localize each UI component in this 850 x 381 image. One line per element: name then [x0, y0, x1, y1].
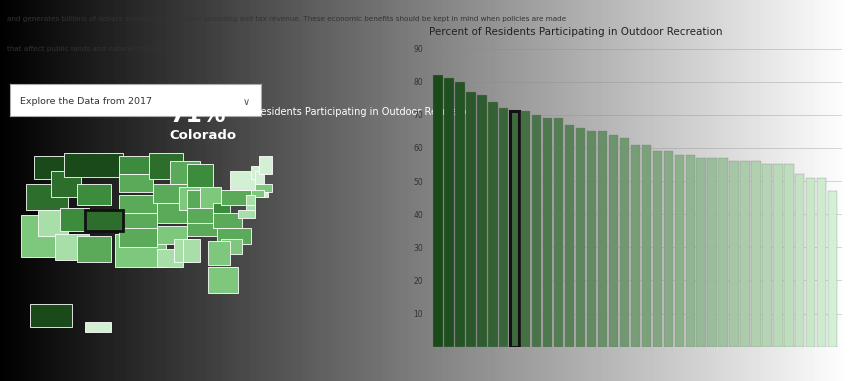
Bar [510, 112, 519, 347]
FancyBboxPatch shape [21, 216, 60, 257]
FancyBboxPatch shape [187, 190, 204, 210]
FancyBboxPatch shape [230, 171, 259, 190]
Bar [729, 161, 739, 347]
FancyBboxPatch shape [221, 190, 251, 205]
FancyBboxPatch shape [187, 208, 217, 223]
Bar [664, 151, 673, 347]
FancyBboxPatch shape [246, 195, 255, 205]
Bar [598, 131, 607, 347]
FancyBboxPatch shape [178, 187, 200, 210]
FancyBboxPatch shape [153, 184, 187, 203]
Bar [785, 165, 794, 347]
Bar [762, 165, 772, 347]
Bar [467, 91, 475, 347]
FancyBboxPatch shape [157, 203, 187, 223]
FancyBboxPatch shape [115, 234, 166, 267]
Bar [686, 155, 694, 347]
FancyBboxPatch shape [174, 239, 191, 262]
Text: Explore the Data from 2017: Explore the Data from 2017 [20, 97, 152, 106]
Text: Percent of Residents Participating in Outdoor Recreation: Percent of Residents Participating in Ou… [429, 27, 722, 37]
FancyBboxPatch shape [85, 210, 123, 231]
Text: Residents Participating in Outdoor Recreation: Residents Participating in Outdoor Recre… [254, 107, 477, 117]
Bar [653, 151, 662, 347]
FancyBboxPatch shape [200, 187, 221, 208]
Bar [532, 115, 541, 347]
FancyBboxPatch shape [149, 153, 183, 179]
FancyBboxPatch shape [157, 226, 187, 244]
Text: Colorado: Colorado [169, 129, 236, 142]
FancyBboxPatch shape [64, 153, 123, 177]
Bar [796, 174, 804, 347]
Bar [675, 155, 684, 347]
FancyBboxPatch shape [221, 239, 242, 255]
FancyBboxPatch shape [183, 239, 200, 262]
Bar [642, 145, 651, 347]
FancyBboxPatch shape [30, 304, 72, 327]
FancyBboxPatch shape [55, 234, 89, 259]
Text: 71%: 71% [169, 103, 226, 127]
FancyBboxPatch shape [251, 190, 264, 197]
Bar [718, 158, 728, 347]
FancyBboxPatch shape [187, 221, 221, 236]
Bar [576, 128, 585, 347]
Bar [740, 161, 750, 347]
Bar [806, 178, 815, 347]
Bar [434, 75, 443, 347]
FancyBboxPatch shape [26, 184, 68, 210]
FancyBboxPatch shape [187, 164, 212, 190]
FancyBboxPatch shape [119, 156, 153, 174]
FancyBboxPatch shape [255, 171, 264, 184]
Text: that affect public lands and natural resources.: that affect public lands and natural res… [8, 46, 174, 51]
Bar [499, 108, 508, 347]
FancyBboxPatch shape [157, 249, 183, 267]
FancyBboxPatch shape [76, 184, 110, 205]
FancyBboxPatch shape [212, 203, 230, 218]
FancyBboxPatch shape [259, 192, 268, 197]
FancyBboxPatch shape [85, 210, 123, 231]
FancyBboxPatch shape [76, 236, 110, 262]
FancyBboxPatch shape [85, 322, 110, 332]
Bar [631, 145, 640, 347]
Bar [707, 158, 717, 347]
Bar [620, 138, 629, 347]
FancyBboxPatch shape [251, 166, 259, 179]
Text: and generates billions of dollars annually in consumer spending and tax revenue.: and generates billions of dollars annual… [8, 16, 567, 22]
Bar [543, 118, 552, 347]
FancyBboxPatch shape [34, 156, 76, 179]
Bar [696, 158, 706, 347]
Bar [521, 112, 530, 347]
Bar [565, 125, 575, 347]
FancyBboxPatch shape [212, 213, 242, 229]
FancyBboxPatch shape [208, 267, 238, 293]
Bar [828, 191, 837, 347]
Bar [774, 165, 783, 347]
FancyBboxPatch shape [119, 229, 157, 247]
Bar [586, 131, 596, 347]
FancyBboxPatch shape [217, 229, 251, 244]
Bar [488, 102, 497, 347]
FancyBboxPatch shape [259, 156, 272, 174]
FancyBboxPatch shape [51, 171, 81, 197]
Bar [817, 178, 826, 347]
FancyBboxPatch shape [119, 174, 153, 192]
Bar [609, 134, 618, 347]
FancyBboxPatch shape [119, 213, 157, 231]
Bar [456, 82, 465, 347]
FancyBboxPatch shape [38, 210, 68, 236]
FancyBboxPatch shape [60, 208, 89, 231]
FancyBboxPatch shape [170, 161, 200, 184]
FancyBboxPatch shape [119, 195, 157, 213]
FancyBboxPatch shape [246, 205, 255, 213]
Bar [751, 161, 761, 347]
Bar [554, 118, 564, 347]
Bar [477, 95, 486, 347]
Text: ∨: ∨ [242, 97, 249, 107]
Bar [445, 78, 454, 347]
FancyBboxPatch shape [255, 184, 272, 192]
FancyBboxPatch shape [238, 210, 255, 218]
FancyBboxPatch shape [208, 242, 230, 265]
